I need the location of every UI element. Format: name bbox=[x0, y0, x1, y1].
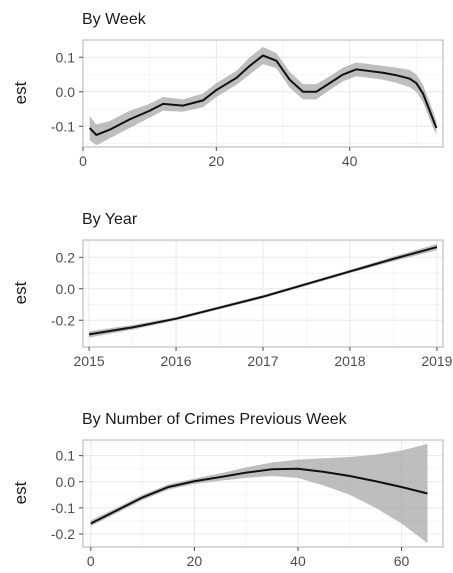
x-tick-label: 0 bbox=[87, 553, 95, 569]
x-tick-label: 2017 bbox=[247, 353, 278, 369]
y-axis-label: est bbox=[11, 81, 30, 104]
x-tick-label: 20 bbox=[209, 153, 225, 169]
panel-title: By Year bbox=[82, 211, 138, 228]
estimate-line bbox=[88, 54, 438, 137]
x-tick-label: 40 bbox=[342, 153, 358, 169]
chart-panel-2: By Year est 2015 2016 2017 2018 2019 -0.2 0.0 0.2 bbox=[11, 211, 453, 369]
y-tick-label: 0.1 bbox=[56, 448, 76, 464]
x-tick-label: 40 bbox=[290, 553, 306, 569]
panel-border bbox=[82, 39, 444, 148]
x-tick-label: 60 bbox=[394, 553, 410, 569]
chart-panel-3: By Number of Crimes Previous Week est 0 20 4… bbox=[11, 411, 444, 569]
y-tick-label: -0.2 bbox=[51, 312, 75, 328]
y-tick-label: 0.0 bbox=[56, 474, 76, 490]
x-tick-label: 20 bbox=[187, 553, 203, 569]
x-tick-label: 2019 bbox=[421, 353, 452, 369]
y-tick-label: -0.2 bbox=[51, 526, 75, 542]
x-tick-label: 2015 bbox=[74, 353, 105, 369]
panel-border bbox=[82, 439, 444, 548]
y-tick-label: 0.0 bbox=[56, 281, 76, 297]
chart-panel-1: By Week est 0 20 40 -0.1 0.0 0.1 bbox=[11, 11, 444, 169]
panel-title: By Number of Crimes Previous Week bbox=[82, 411, 348, 428]
estimate-line bbox=[90, 467, 428, 525]
y-tick-label: -0.1 bbox=[51, 118, 75, 134]
confidence-band bbox=[89, 46, 437, 146]
y-tick-label: 0.2 bbox=[56, 249, 76, 265]
estimate-line bbox=[88, 246, 438, 336]
x-tick-label: 2018 bbox=[334, 353, 365, 369]
x-tick-label: 2016 bbox=[160, 353, 191, 369]
y-tick-label: 0.1 bbox=[56, 49, 76, 65]
x-tick-label: 0 bbox=[79, 153, 87, 169]
confidence-band bbox=[90, 443, 428, 544]
y-axis-label: est bbox=[11, 281, 30, 304]
panel-title: By Week bbox=[82, 11, 147, 28]
y-tick-label: 0.0 bbox=[56, 84, 76, 100]
grid bbox=[83, 240, 443, 347]
y-axis-label: est bbox=[11, 481, 30, 504]
y-tick-label: -0.1 bbox=[51, 500, 75, 516]
